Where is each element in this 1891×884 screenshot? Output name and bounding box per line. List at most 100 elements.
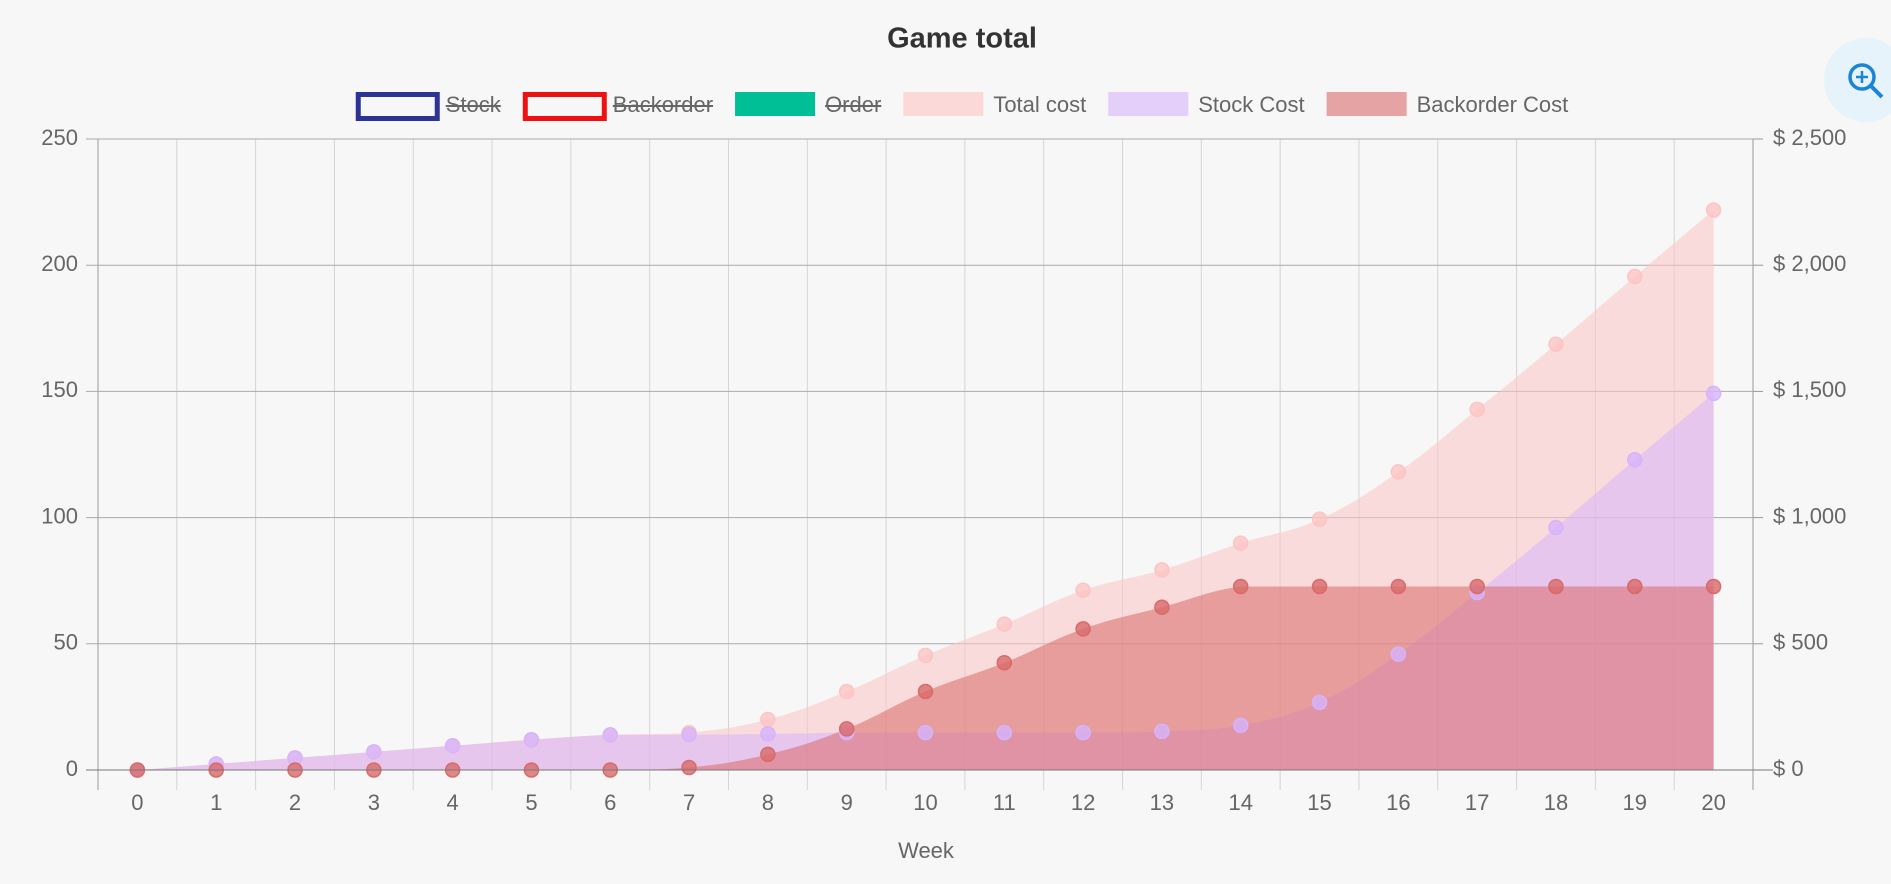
x-tick-label: 8 bbox=[762, 790, 774, 815]
legend-item[interactable]: Stock bbox=[355, 92, 502, 121]
legend-label: Stock Cost bbox=[1198, 92, 1304, 117]
point bbox=[1390, 578, 1407, 595]
point bbox=[760, 726, 776, 742]
x-tick-label: 13 bbox=[1150, 790, 1174, 815]
point bbox=[1627, 578, 1643, 595]
point bbox=[1154, 562, 1170, 578]
point bbox=[681, 726, 697, 743]
point bbox=[1548, 519, 1564, 536]
x-tick-label: 3 bbox=[368, 790, 380, 815]
y2-tick-label: $ 1,000 bbox=[1773, 503, 1846, 528]
x-tick-label: 9 bbox=[841, 790, 853, 815]
zoom-bg[interactable] bbox=[1824, 38, 1891, 122]
x-tick-label: 19 bbox=[1623, 790, 1647, 815]
y-tick-label: 100 bbox=[41, 503, 78, 528]
point bbox=[1548, 336, 1564, 352]
x-tick-label: 14 bbox=[1228, 790, 1252, 815]
y2-tick-label: $ 2,000 bbox=[1773, 251, 1846, 276]
point bbox=[1311, 578, 1328, 595]
y-tick-label: 250 bbox=[41, 125, 78, 150]
y-tick-label: 150 bbox=[41, 377, 78, 402]
x-tick-label: 5 bbox=[525, 790, 537, 815]
point bbox=[602, 727, 619, 743]
x-axis-label: Week bbox=[898, 838, 955, 863]
point bbox=[1075, 621, 1091, 637]
x-tick-label: 15 bbox=[1307, 790, 1331, 815]
legend-label: Backorder Cost bbox=[1417, 92, 1569, 117]
point bbox=[1075, 582, 1091, 599]
legend-label: Order bbox=[825, 92, 881, 117]
point bbox=[1469, 401, 1485, 418]
zoom-button[interactable] bbox=[1824, 38, 1891, 122]
x-tick-label: 20 bbox=[1701, 790, 1725, 815]
point bbox=[1548, 578, 1564, 595]
y-tick-label: 0 bbox=[66, 756, 78, 781]
zoom-handle bbox=[1869, 84, 1884, 99]
point bbox=[996, 724, 1013, 741]
point bbox=[917, 683, 934, 700]
x-tick-label: 4 bbox=[447, 790, 459, 815]
point bbox=[1390, 464, 1407, 480]
point bbox=[366, 744, 382, 760]
legend: Stock Backorder Order Total cost Stock Cost B… bbox=[355, 92, 1569, 121]
x-tick-label: 17 bbox=[1465, 790, 1489, 815]
point bbox=[760, 711, 776, 728]
legend-label: Stock bbox=[446, 92, 502, 117]
x-tick-label: 16 bbox=[1386, 790, 1410, 815]
point bbox=[1311, 511, 1328, 527]
point bbox=[1390, 646, 1407, 662]
y2-tick-label: $ 500 bbox=[1773, 630, 1828, 655]
legend-swatch bbox=[1326, 92, 1407, 116]
point bbox=[444, 738, 461, 754]
legend-swatch bbox=[355, 92, 440, 121]
point bbox=[917, 647, 934, 664]
area bbox=[137, 586, 1714, 770]
chart-title: Game total bbox=[887, 23, 1037, 55]
legend-item[interactable]: Backorder bbox=[522, 92, 714, 121]
point bbox=[1154, 599, 1170, 615]
point bbox=[1311, 694, 1328, 711]
y2-tick-label: $ 2,500 bbox=[1773, 125, 1846, 150]
areas bbox=[137, 210, 1714, 770]
legend-item[interactable]: Backorder Cost bbox=[1326, 92, 1569, 117]
point bbox=[1232, 535, 1249, 551]
zoom-lens bbox=[1848, 63, 1876, 91]
point bbox=[838, 683, 855, 700]
x-tick-label: 12 bbox=[1071, 790, 1095, 815]
x-tick-label: 6 bbox=[604, 790, 616, 815]
point bbox=[996, 654, 1013, 671]
legend-label: Backorder bbox=[613, 92, 713, 117]
legend-swatch bbox=[1108, 92, 1189, 116]
y-tick-label: 50 bbox=[54, 630, 78, 655]
x-tick-label: 18 bbox=[1544, 790, 1568, 815]
y2-tick-label: $ 0 bbox=[1773, 756, 1804, 781]
point bbox=[838, 721, 855, 737]
point bbox=[1705, 385, 1722, 402]
point bbox=[1075, 724, 1091, 741]
y-tick-label: 200 bbox=[41, 251, 78, 276]
point bbox=[523, 731, 540, 748]
point bbox=[1627, 452, 1643, 468]
point bbox=[1627, 268, 1643, 285]
x-tick-label: 10 bbox=[913, 790, 937, 815]
point bbox=[1705, 202, 1722, 218]
x-tick-label: 0 bbox=[131, 790, 143, 815]
point bbox=[1469, 578, 1485, 595]
x-tick-label: 2 bbox=[289, 790, 301, 815]
x-tick-label: 7 bbox=[683, 790, 695, 815]
point bbox=[996, 616, 1013, 632]
point bbox=[1705, 578, 1722, 595]
y2-tick-label: $ 1,500 bbox=[1773, 377, 1846, 402]
point bbox=[760, 746, 776, 763]
point bbox=[917, 724, 934, 741]
point bbox=[1232, 717, 1249, 734]
legend-item[interactable]: Stock Cost bbox=[1108, 92, 1305, 117]
x-tick-label: 11 bbox=[993, 790, 1016, 815]
legend-label: Total cost bbox=[993, 92, 1086, 117]
legend-item[interactable]: Total cost bbox=[903, 92, 1086, 117]
legend-item[interactable]: Order bbox=[735, 92, 882, 117]
legend-swatch bbox=[522, 92, 607, 121]
x-tick-label: 1 bbox=[210, 790, 222, 815]
point bbox=[1232, 578, 1249, 595]
